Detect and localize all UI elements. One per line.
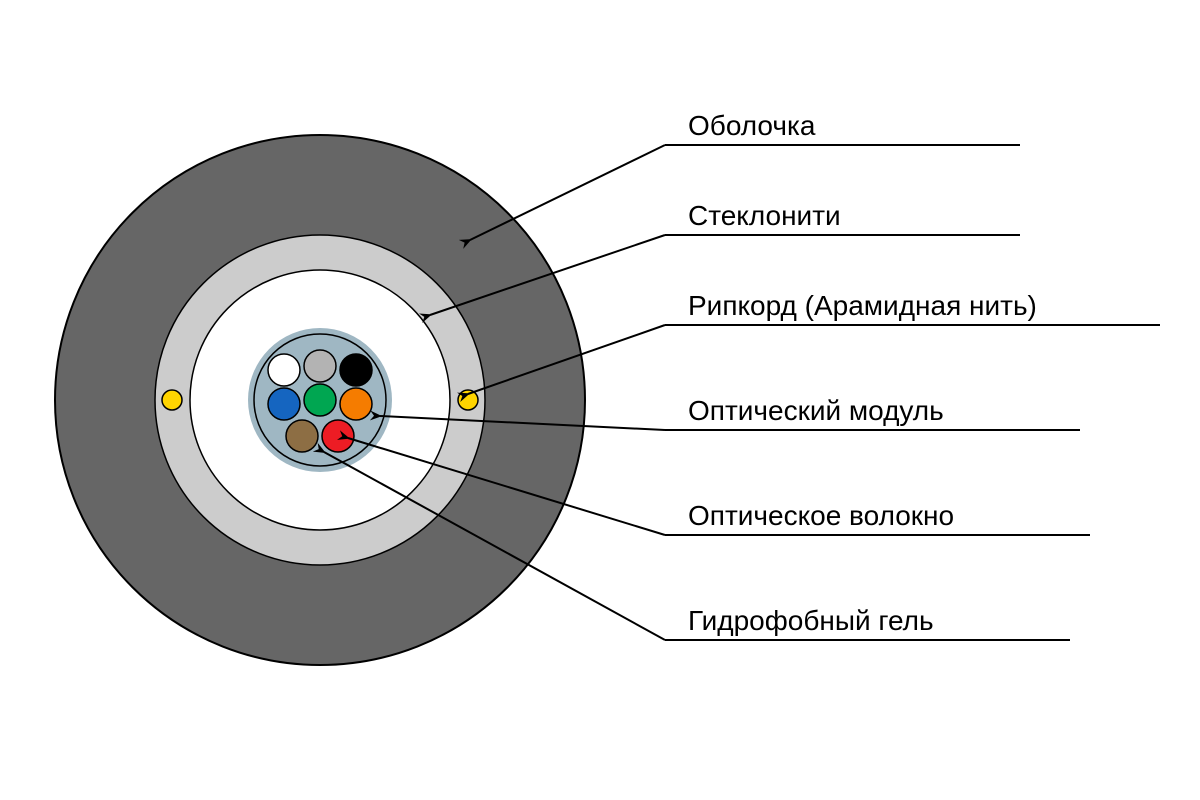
optical-fiber-1 <box>304 350 336 382</box>
label-text-ripcord: Рипкорд (Арамидная нить) <box>688 290 1037 321</box>
ripcord-left <box>162 390 182 410</box>
optical-fiber-4 <box>304 384 336 416</box>
optical-fiber-2 <box>340 354 372 386</box>
optical-fiber-3 <box>268 388 300 420</box>
label-text-opticalFiber: Оптическое волокно <box>688 500 954 531</box>
label-text-hydroGel: Гидрофобный гель <box>688 605 934 636</box>
label-text-sheath: Оболочка <box>688 110 816 141</box>
label-text-opticalModule: Оптический модуль <box>688 395 944 426</box>
optical-fiber-0 <box>268 354 300 386</box>
optical-fiber-6 <box>286 420 318 452</box>
cable-cross-section <box>55 135 585 665</box>
optical-fiber-7 <box>322 420 354 452</box>
label-text-glassYarn: Стеклонити <box>688 200 841 231</box>
leader-line-sheath <box>470 145 665 240</box>
optical-fiber-5 <box>340 388 372 420</box>
